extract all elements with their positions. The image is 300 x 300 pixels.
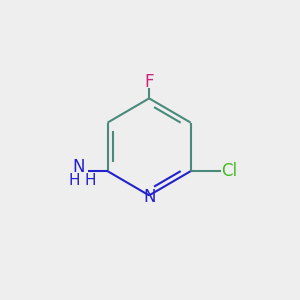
Text: H: H bbox=[85, 173, 96, 188]
Text: Cl: Cl bbox=[221, 162, 237, 180]
Text: F: F bbox=[144, 73, 154, 91]
Text: H: H bbox=[68, 173, 80, 188]
Text: N: N bbox=[143, 188, 155, 206]
Text: N: N bbox=[72, 158, 85, 175]
